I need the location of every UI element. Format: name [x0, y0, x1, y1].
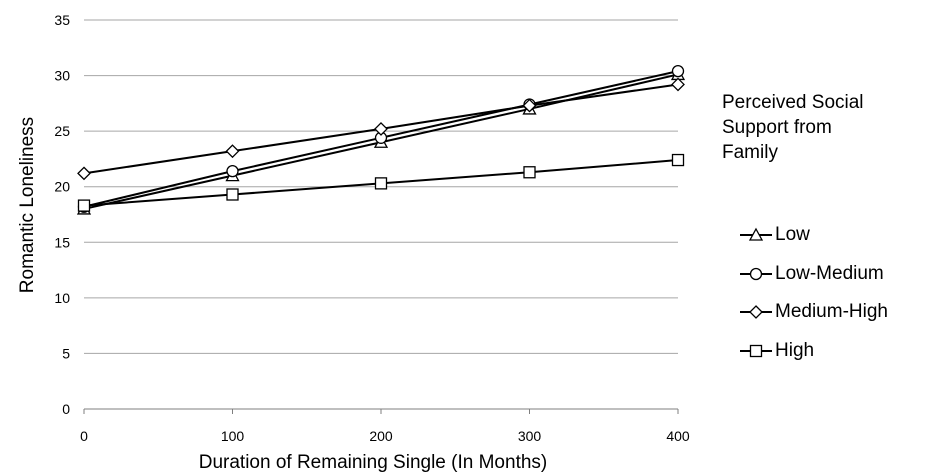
x-tick-label: 400	[666, 428, 690, 444]
x-tick-label: 0	[80, 428, 88, 444]
data-point-square	[374, 177, 388, 190]
data-point-diamond	[671, 77, 685, 92]
data-point-diamond	[374, 122, 388, 136]
data-point-square	[77, 199, 91, 212]
data-point-circle	[226, 165, 239, 178]
y-axis-title: Romantic Loneliness	[17, 117, 38, 293]
legend-title-line: Support from	[722, 117, 832, 138]
y-tick-label: 25	[54, 123, 70, 139]
legend-item-medium-high: Medium-High	[738, 293, 888, 332]
data-point-square	[523, 166, 536, 179]
square-marker-icon	[740, 344, 772, 357]
data-point-diamond	[225, 144, 240, 159]
diamond-marker-icon	[740, 305, 772, 320]
x-tick-label: 200	[369, 428, 393, 444]
y-tick-label: 35	[54, 12, 70, 28]
legend-title: Perceived Social Support from Family	[722, 90, 922, 165]
legend-item-low-medium: Low-Medium	[738, 255, 888, 294]
x-axis-ticks: 0 100 200 300 400	[80, 409, 690, 444]
y-tick-label: 10	[54, 290, 70, 306]
legend-label: Low-Medium	[775, 262, 884, 284]
legend: Low Low-Medium Medium-High High	[738, 216, 888, 370]
legend-label: High	[775, 339, 815, 361]
y-tick-label: 30	[54, 68, 70, 84]
data-point-circle	[671, 64, 685, 78]
data-point-square	[226, 188, 239, 201]
legend-title-line: Family	[722, 142, 778, 163]
x-axis-title: Duration of Remaining Single (In Months)	[199, 452, 548, 472]
x-tick-label: 300	[518, 428, 542, 444]
legend-item-high: High	[738, 332, 888, 371]
triangle-marker-icon	[740, 227, 772, 241]
data-point-square	[671, 153, 685, 167]
data-point-diamond	[77, 166, 91, 181]
y-tick-label: 15	[54, 234, 70, 250]
gridlines	[84, 19, 678, 410]
y-tick-label: 5	[62, 345, 70, 361]
y-axis-ticks: 0 5 10 15 20 25 30 35	[54, 12, 70, 417]
circle-marker-icon	[740, 267, 772, 280]
legend-label: Low	[775, 224, 810, 246]
y-tick-label: 20	[54, 179, 70, 195]
data-point-diamond	[522, 98, 537, 113]
legend-title-line: Perceived Social	[722, 92, 864, 113]
series-group	[76, 64, 686, 215]
legend-label: Medium-High	[775, 301, 888, 323]
y-tick-label: 0	[62, 401, 70, 417]
legend-item-low: Low	[738, 216, 888, 255]
x-tick-label: 100	[221, 428, 245, 444]
